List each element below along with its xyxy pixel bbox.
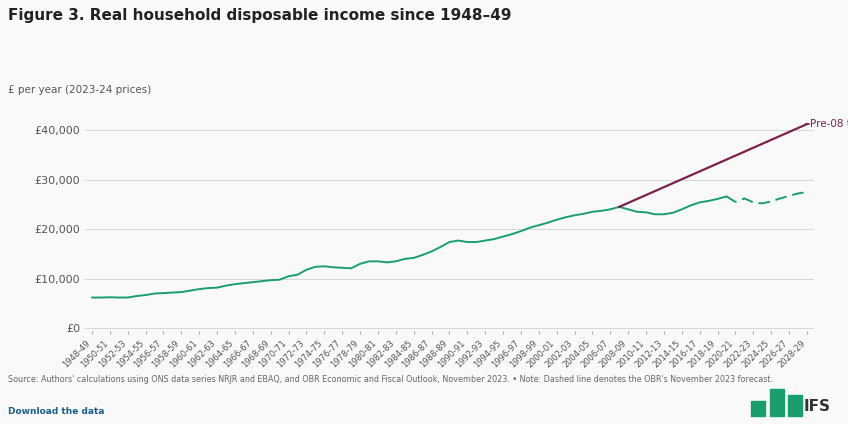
Text: Source: Authors' calculations using ONS data series NRJR and EBAQ, and OBR Econo: Source: Authors' calculations using ONS …: [8, 375, 773, 384]
Text: £ per year (2023-24 prices): £ per year (2023-24 prices): [8, 85, 152, 95]
Text: IFS: IFS: [804, 399, 831, 414]
Bar: [769, 389, 784, 416]
Bar: [789, 395, 802, 416]
Bar: [751, 401, 765, 416]
Text: Download the data: Download the data: [8, 407, 105, 416]
Text: Pre-08 trend: Pre-08 trend: [810, 119, 848, 129]
Text: Figure 3. Real household disposable income since 1948–49: Figure 3. Real household disposable inco…: [8, 8, 512, 23]
